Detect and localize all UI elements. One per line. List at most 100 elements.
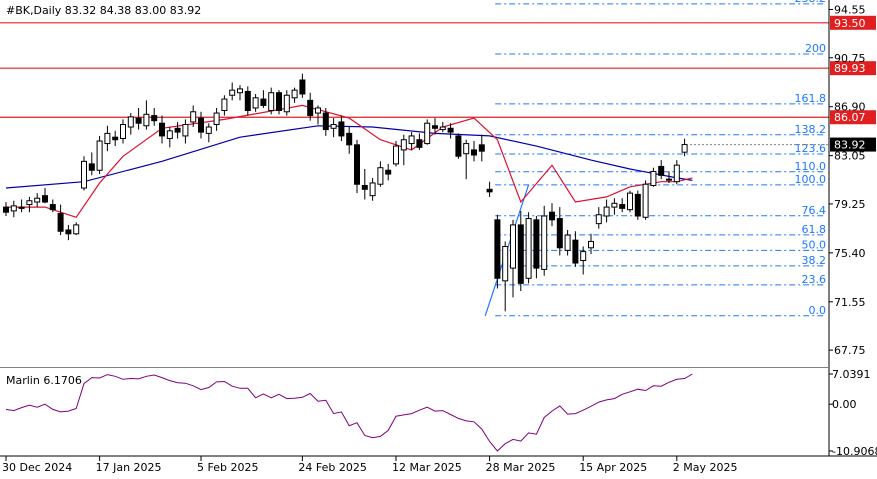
candle-body xyxy=(65,229,72,235)
candle-body xyxy=(299,79,306,95)
candle-body xyxy=(432,125,438,129)
price-tick-label: 67.75 xyxy=(834,344,866,357)
candle-body xyxy=(88,163,95,171)
candle-body xyxy=(455,135,462,157)
indicator-name: Marlin 6.1706 xyxy=(6,374,82,387)
symbol-info: #BK,Daily 83.32 84.38 83.00 83.92 xyxy=(6,4,201,17)
candle-body xyxy=(666,178,672,181)
price-tick-label: 71.55 xyxy=(834,296,866,309)
candle-body xyxy=(572,239,579,264)
candle-body xyxy=(34,197,41,203)
fib-level-label: 50.0 xyxy=(802,238,827,251)
candle-body xyxy=(96,140,103,171)
candle-body xyxy=(619,204,626,209)
candle-body xyxy=(533,219,540,269)
candle-body xyxy=(502,246,509,282)
candle-body xyxy=(463,143,470,155)
candle-body xyxy=(229,89,236,96)
candle-body xyxy=(642,183,649,218)
candle-body xyxy=(650,171,657,187)
candle-body xyxy=(494,219,501,279)
candle-body xyxy=(268,92,275,112)
candle-body xyxy=(634,193,641,217)
candle-body xyxy=(3,206,9,213)
candle-body xyxy=(18,206,25,209)
candle-body xyxy=(611,202,618,208)
candle-body xyxy=(541,215,548,270)
price-tick-label: 83.05 xyxy=(834,150,866,163)
candle-body xyxy=(151,115,158,122)
candle-body xyxy=(143,113,150,127)
fib-level-label: 161.8 xyxy=(795,92,827,105)
candle-body xyxy=(276,92,282,112)
candle-body xyxy=(120,123,126,139)
fib-level-label: 100.0 xyxy=(795,173,827,186)
candle-body xyxy=(424,122,431,145)
candle-body xyxy=(361,185,368,190)
candlesticks xyxy=(3,73,688,312)
candle-body xyxy=(104,132,111,145)
candle-body xyxy=(627,192,633,211)
candle-body xyxy=(166,130,173,139)
candle-body xyxy=(603,206,610,217)
candle-body xyxy=(525,218,532,279)
price-tick-label: 90.75 xyxy=(834,52,866,65)
candle-body xyxy=(471,149,477,156)
resistance-price-label: 93.50 xyxy=(834,17,866,30)
candle-body xyxy=(681,144,688,153)
current-price-label: 83.92 xyxy=(834,139,866,152)
price-tick-label: 79.25 xyxy=(834,198,866,211)
candle-body xyxy=(237,88,243,94)
indicator-line xyxy=(5,373,693,452)
candle-body xyxy=(478,144,485,152)
candle-body xyxy=(135,117,142,124)
candle-body xyxy=(556,218,563,249)
candle-body xyxy=(517,224,524,284)
candle-body xyxy=(174,127,181,133)
candle-body xyxy=(549,211,555,221)
candle-body xyxy=(400,139,407,151)
candle-body xyxy=(205,126,212,134)
resistance-price-label: 86.07 xyxy=(834,111,866,124)
fib-level-label: 200 xyxy=(805,42,826,55)
fib-level-label: 61.8 xyxy=(802,223,827,236)
candle-body xyxy=(198,117,204,133)
date-tick-label: 15 Apr 2025 xyxy=(579,461,647,474)
candle-body xyxy=(26,200,33,206)
indicator-tick-label: 7.0391 xyxy=(832,368,871,381)
candle-body xyxy=(49,204,56,211)
fib-level-label: 110.0 xyxy=(795,160,827,173)
candle-body xyxy=(510,224,516,269)
candle-body xyxy=(213,112,220,125)
candle-body xyxy=(393,145,399,165)
fib-level-label: 138.2 xyxy=(795,123,827,136)
candle-body xyxy=(57,212,64,232)
fib-level-label: 123.6 xyxy=(795,142,827,155)
candle-body xyxy=(221,98,228,112)
candle-body xyxy=(182,123,189,137)
candle-body xyxy=(42,195,48,203)
resistance-price-box xyxy=(830,61,876,76)
date-tick-label: 30 Dec 2024 xyxy=(2,461,72,474)
indicator-tick-label: 0.00 xyxy=(832,398,857,411)
price-tick-label: 94.55 xyxy=(834,3,866,16)
candle-body xyxy=(338,121,345,137)
candle-body xyxy=(190,111,197,123)
candle-body xyxy=(159,122,165,137)
candle-body xyxy=(127,116,134,128)
date-tick-label: 28 Mar 2025 xyxy=(486,461,556,474)
candle-body xyxy=(291,89,298,99)
candle-body xyxy=(10,205,17,212)
price-tick-label: 86.90 xyxy=(834,101,866,114)
candle-body xyxy=(408,135,415,145)
current-price-box xyxy=(830,137,876,152)
candle-body xyxy=(252,97,259,109)
date-tick-label: 2 May 2025 xyxy=(673,461,738,474)
candle-body xyxy=(322,112,329,131)
fib-level-label: 23.6 xyxy=(802,273,827,286)
candle-body xyxy=(447,127,454,133)
candle-body xyxy=(346,132,353,146)
